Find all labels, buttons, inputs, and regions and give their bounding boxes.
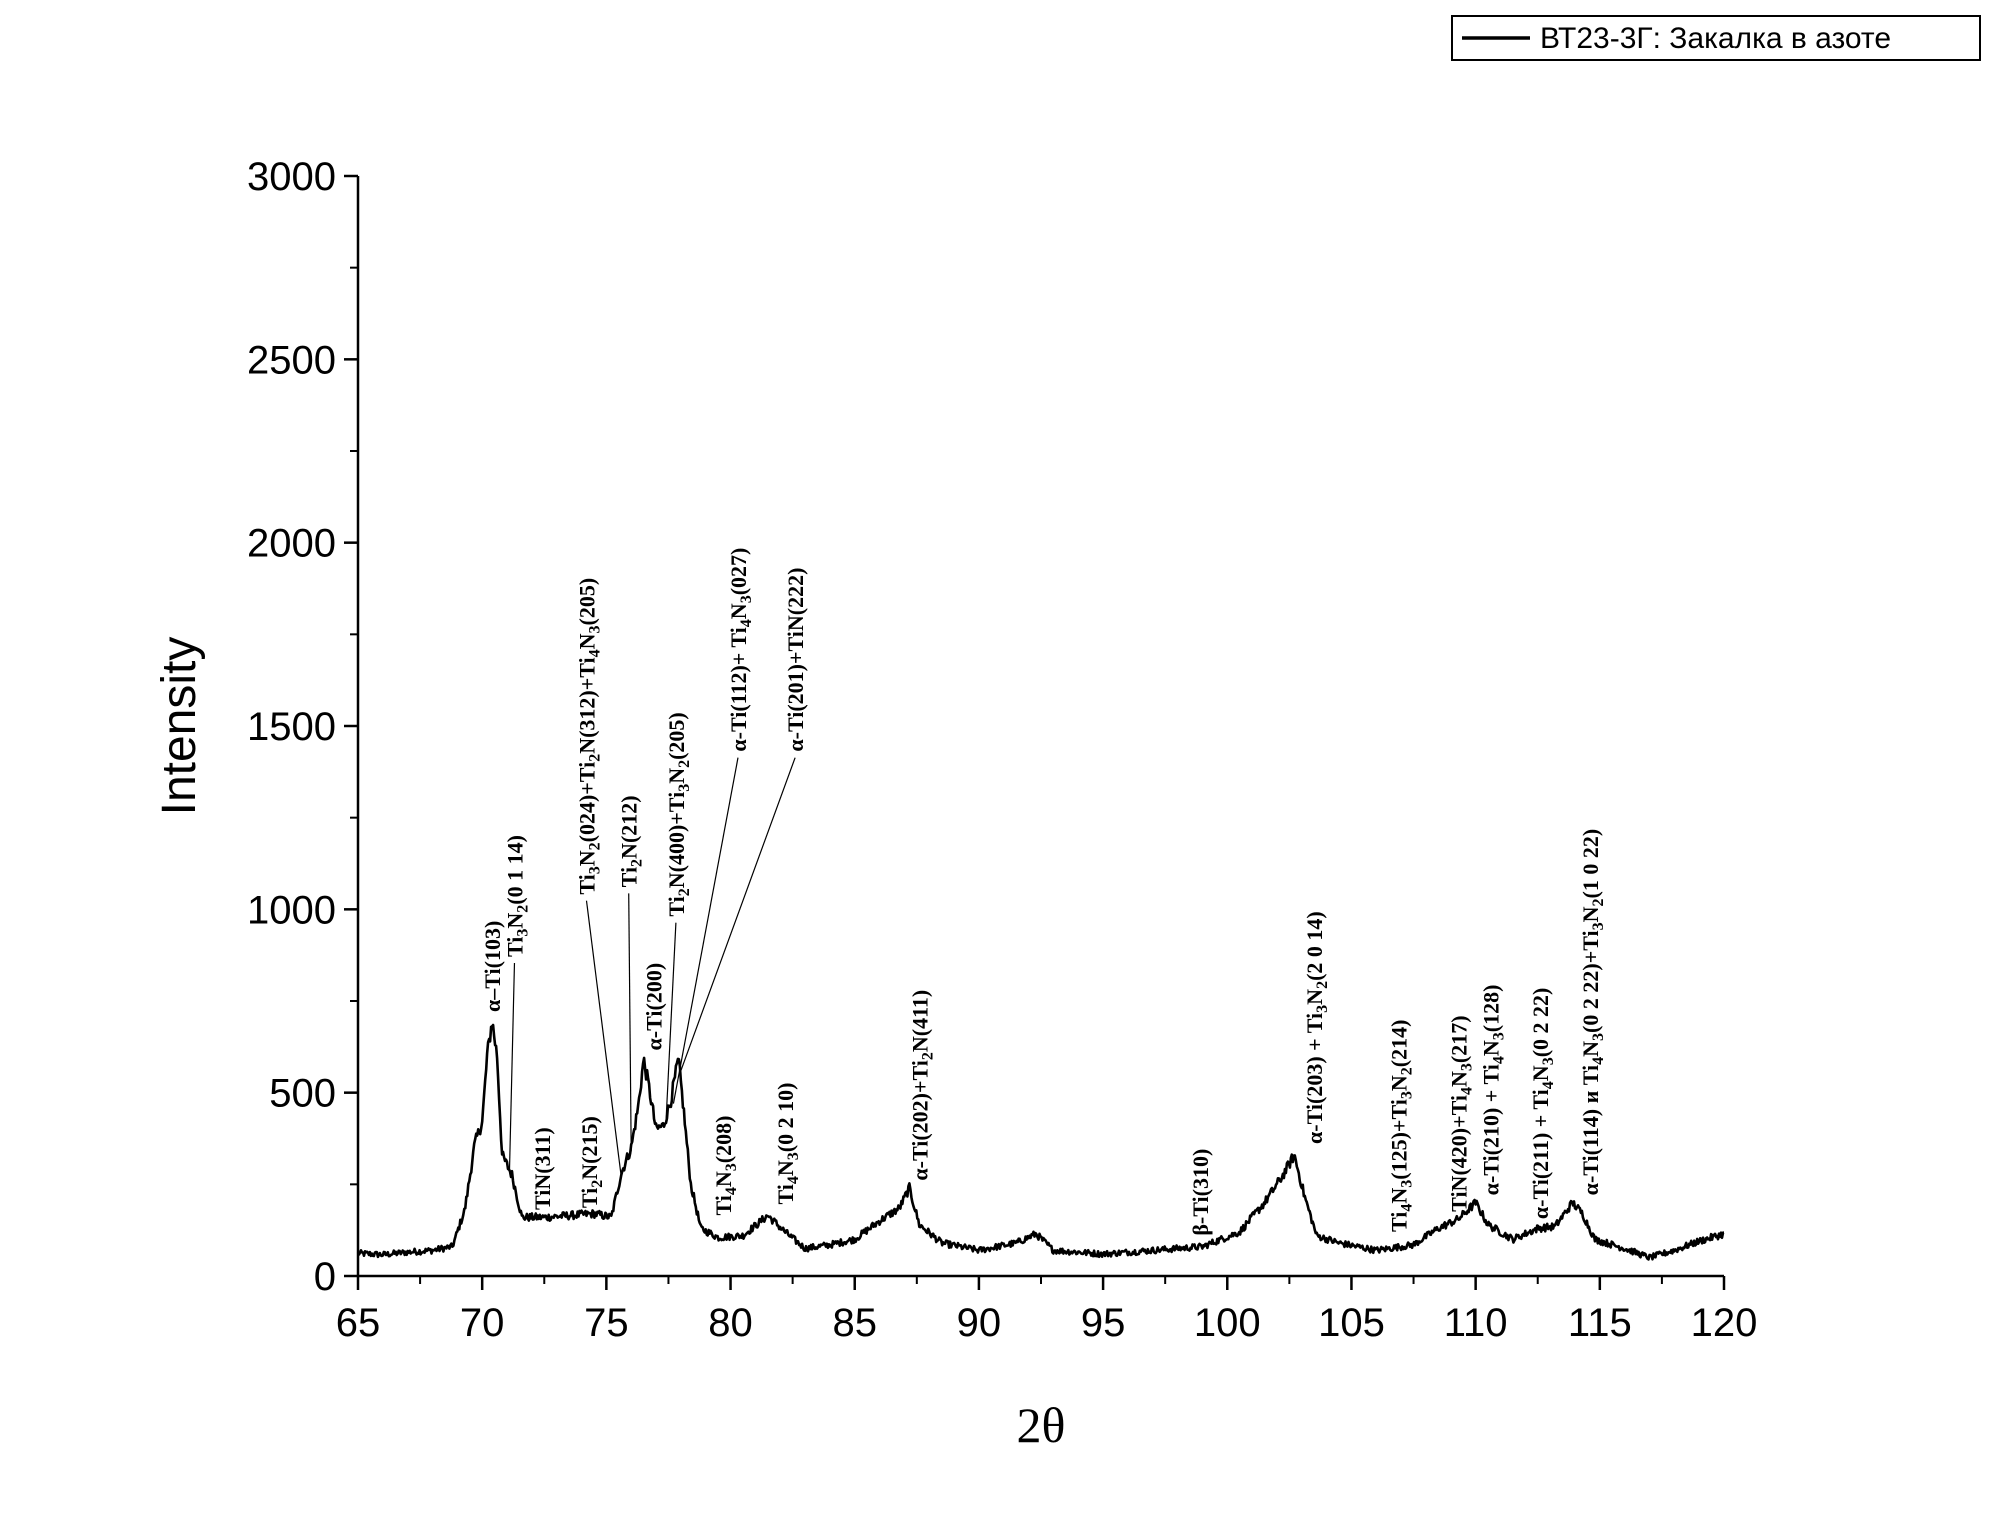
peak-leader-line: [585, 900, 622, 1178]
x-tick-label: 95: [1081, 1301, 1126, 1345]
x-tick-label: 100: [1194, 1301, 1261, 1345]
y-tick-label: 2500: [247, 338, 336, 382]
y-tick-label: 0: [314, 1255, 336, 1299]
peak-leader-line: [665, 922, 677, 1123]
y-tick-label: 3000: [247, 155, 336, 199]
legend-label: ВТ23-3Г: Закалка в азоте: [1540, 22, 1891, 55]
y-ticks: 0 500 1000 1500 2000 2500 3000: [247, 155, 358, 1299]
annotation-layer: α–Ti(103)Ti3N2(0 1 14) TiN(311) Ti2N(215) T…: [480, 548, 1607, 1236]
x-ticks: 65 70 75 80 85 90 95 100 105 110 115 120: [336, 1276, 1758, 1345]
y-tick-label: 500: [269, 1072, 336, 1116]
peak-label: Ti3N2(0 1 14): [502, 835, 531, 957]
series-line: [356, 1023, 1725, 1261]
peak-label: Ti2N(400)+Ti3N2(205): [664, 712, 693, 916]
y-tick-label: 2000: [247, 522, 336, 566]
peak-label: α-Ti(211) + Ti4N3(0 2 22): [1528, 988, 1557, 1220]
x-tick-label: 105: [1318, 1301, 1385, 1345]
peak-label: α-Ti(210) + Ti4N3(128): [1479, 985, 1508, 1196]
x-tick-label: 75: [584, 1301, 629, 1345]
peak-leader-line: [628, 893, 632, 1152]
peak-label: α-Ti(203) + Ti3N2(2 0 14): [1302, 911, 1331, 1144]
peak-label: Ti3N2(024)+Ti2N(312)+Ti4N3(205): [574, 578, 603, 895]
x-tick-label: 115: [1568, 1301, 1632, 1345]
peak-label: α-Ti(114) и Ti4N3(0 2 22)+Ti3N2(1 0 22): [1578, 829, 1607, 1196]
y-tick-label: 1500: [247, 705, 336, 749]
peak-leader-line: [508, 962, 516, 1170]
x-tick-label: 110: [1444, 1301, 1508, 1345]
peak-label: α–Ti(103): [480, 921, 505, 1012]
series-layer: [356, 1023, 1725, 1261]
y-axis-label: Intensity: [153, 637, 206, 816]
peak-label: Ti4N3(208): [711, 1116, 740, 1216]
peak-label: Ti2N(215): [577, 1116, 606, 1208]
x-tick-label: 65: [336, 1301, 381, 1345]
peak-label: TiN(311): [530, 1127, 555, 1210]
peak-label: Ti2N(212): [617, 795, 646, 887]
peak-label: α-Ti(200): [642, 963, 667, 1051]
peak-label: Ti4N3(0 2 10): [773, 1083, 802, 1205]
peak-label: α-Ti(112)+ Ti4N3(027): [726, 548, 755, 752]
x-axis-label: 2θ: [1017, 1397, 1066, 1453]
axes: 65 70 75 80 85 90 95 100 105 110 115 120 0 500 1000 15…: [247, 155, 1757, 1345]
x-tick-label: 70: [460, 1301, 505, 1345]
y-tick-label: 1000: [247, 888, 336, 932]
peak-leader-line: [680, 757, 796, 1071]
legend: ВТ23-3Г: Закалка в азоте: [1451, 15, 1981, 61]
legend-box: [1451, 15, 1981, 61]
peak-leader-line: [672, 757, 739, 1104]
peak-label: α-Ti(201)+TiN(222): [783, 568, 808, 752]
x-tick-label: 85: [832, 1301, 877, 1345]
peak-label: α-Ti(202)+Ti2N(411): [907, 990, 936, 1181]
x-tick-label: 90: [957, 1301, 1002, 1345]
peak-label: TiN(420)+Ti4N3(217): [1446, 1015, 1475, 1211]
peak-label: β-Ti(310): [1188, 1149, 1213, 1236]
x-tick-label: 80: [708, 1301, 753, 1345]
peak-label: Ti4N3(125)+Ti3N2(214): [1387, 1020, 1416, 1232]
x-tick-label: 120: [1691, 1301, 1758, 1345]
